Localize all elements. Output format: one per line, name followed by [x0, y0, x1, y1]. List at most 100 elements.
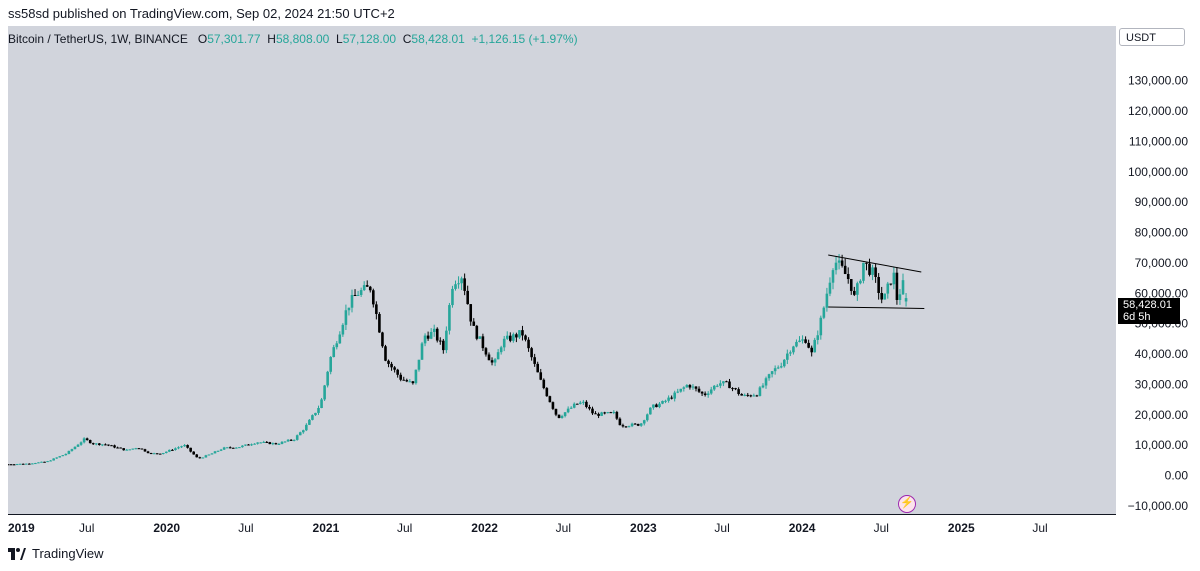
candle-body [247, 444, 250, 446]
time-tick-label: Jul [1032, 521, 1047, 535]
candle-body [225, 447, 229, 449]
candle-body [725, 381, 728, 383]
candle-body [904, 298, 908, 302]
candle-body [667, 397, 670, 401]
candle-body [43, 461, 46, 463]
published-by-line: ss58sd published on TradingView.com, Sep… [8, 6, 395, 21]
candle-body [460, 278, 463, 284]
candle-body [283, 441, 287, 443]
candle-body [368, 286, 372, 291]
candle-body [603, 412, 606, 414]
candle-body [21, 463, 25, 465]
currency-selector[interactable]: USDT [1119, 28, 1185, 46]
close-label: C [402, 32, 412, 46]
candle-body [691, 386, 695, 388]
candle-body [630, 423, 634, 427]
candle-body [165, 451, 168, 453]
time-tick-label: Jul [79, 521, 94, 535]
candle-body [499, 347, 503, 353]
candle-body [560, 416, 564, 418]
candle-body [773, 368, 777, 372]
candle-body [792, 346, 795, 353]
lightning-icon[interactable]: ⚡ [898, 495, 916, 513]
trendline[interactable] [828, 254, 922, 273]
candle-body [143, 449, 147, 452]
candle-body [79, 442, 83, 445]
candle-body [94, 443, 98, 445]
candle-body [420, 343, 424, 360]
candle-body [259, 442, 262, 444]
last-price-label: 58,428.01 6d 5h [1118, 298, 1180, 324]
candle-body [320, 399, 323, 409]
candle-body [856, 283, 859, 295]
price-tick-label: 60,000.00 [1135, 286, 1189, 300]
candle-body [442, 340, 445, 351]
price-chart[interactable] [8, 26, 1116, 515]
candle-body [871, 267, 874, 275]
candle-body [67, 450, 71, 454]
candle-body [786, 353, 789, 360]
candle-body [152, 453, 156, 455]
candle-body [298, 432, 302, 436]
candle-body [810, 347, 813, 353]
candle-body [679, 388, 683, 392]
candle-body [819, 317, 823, 336]
bar-countdown: 6d 5h [1123, 311, 1151, 323]
candle-body [901, 280, 905, 295]
candle-body [137, 448, 141, 450]
candle-body [158, 453, 162, 455]
candle-body [585, 401, 588, 407]
candle-body [883, 293, 887, 300]
candle-body [82, 438, 86, 443]
candle-body [384, 346, 387, 361]
candle-body [171, 449, 174, 451]
candle-body [697, 388, 701, 392]
candle-body [639, 423, 643, 426]
candle-body [633, 423, 637, 425]
price-tick-label: 70,000.00 [1135, 256, 1189, 270]
candle-body [706, 393, 710, 395]
candle-body [31, 463, 34, 465]
candle-body [125, 449, 129, 451]
candle-body [186, 445, 189, 448]
candle-body [88, 439, 92, 444]
candle-body [350, 295, 354, 308]
candle-body [636, 423, 640, 426]
candle-body [670, 397, 673, 399]
candle-body [396, 369, 399, 375]
candle-body [423, 335, 427, 344]
candle-body [34, 463, 37, 465]
symbol-name[interactable]: Bitcoin / TetherUS, 1W, BINANCE [8, 32, 188, 46]
candle-body [874, 267, 877, 277]
candle-body [469, 304, 473, 322]
time-axis[interactable]: 2019 Jul 2020 Jul 2021 Jul 2022 Jul 2023 Jul 2024 J… [8, 516, 1116, 540]
candle-body [688, 385, 692, 388]
candle-body [843, 265, 847, 274]
price-axis[interactable]: 130,000.00 120,000.00 110,000.00 100,000.00… [1116, 26, 1192, 515]
candle-body [231, 447, 235, 449]
candle-body [52, 458, 55, 461]
candle-body [341, 324, 345, 335]
candle-body [301, 430, 305, 433]
candle-body [749, 395, 753, 397]
candle-body [591, 408, 594, 414]
candle-body [372, 290, 375, 305]
candle-body [822, 307, 826, 318]
candle-body [572, 403, 576, 408]
candle-body [244, 444, 247, 446]
trendline[interactable] [828, 306, 925, 309]
candle-body [305, 424, 308, 431]
candle-body [201, 457, 205, 459]
footer-brand: TradingView [8, 546, 104, 561]
candle-body [210, 453, 214, 455]
candle-body [779, 366, 783, 368]
chart-area[interactable] [8, 26, 1116, 515]
candle-body [551, 402, 555, 409]
candle-body [8, 464, 10, 466]
time-tick-label: 2022 [471, 521, 498, 535]
candle-body [755, 395, 759, 397]
candle-body [204, 455, 208, 458]
candle-body [292, 439, 296, 441]
candle-body [463, 278, 466, 291]
candle-body [457, 283, 460, 285]
